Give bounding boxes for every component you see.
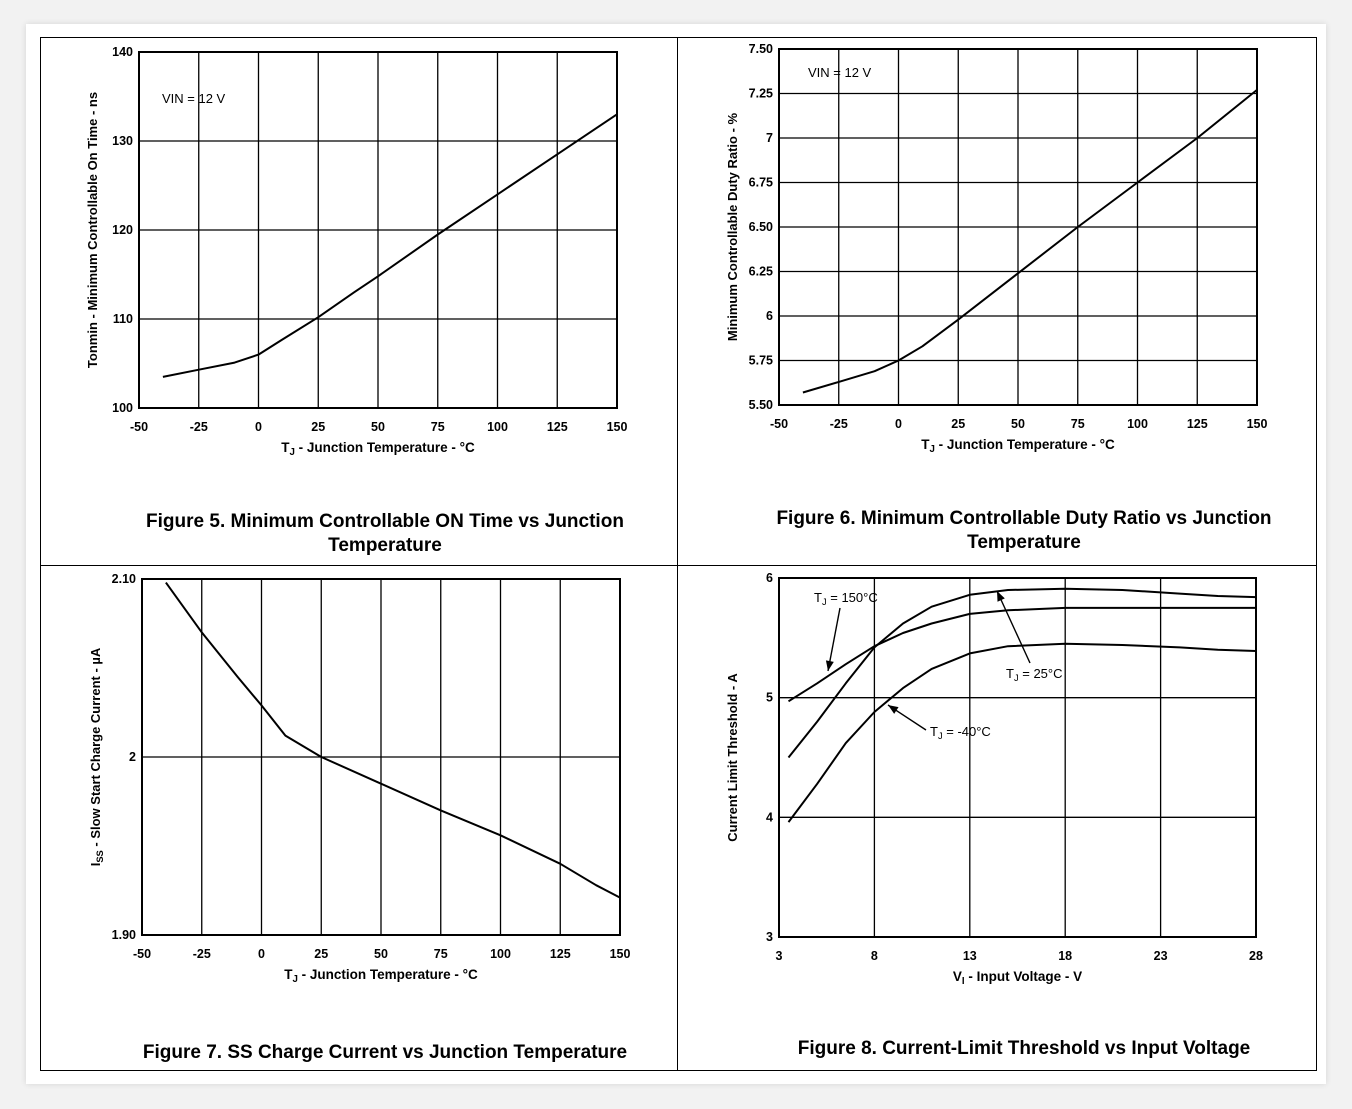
fig7-x-tick-label: 75 (434, 947, 448, 961)
fig6-y-tick-label: 6 (766, 309, 773, 323)
fig5-plot-frame (138, 51, 618, 409)
fig6-x-tick-label: 50 (1011, 417, 1025, 431)
fig7-y-axis-label: ISS - Slow Start Charge Current - µA (88, 647, 105, 866)
fig5-x-tick-label: 150 (607, 420, 628, 434)
fig5-y-tick-label: 130 (112, 134, 133, 148)
fig8-y-tick-label: 6 (766, 571, 773, 585)
fig8-arrowhead (997, 591, 1005, 602)
fig8-chart: 3 8 13 18 23 28 3 4 5 6 VI - Input Voltage - V Curr… (725, 571, 1263, 987)
fig7-series-line-0 (165, 582, 621, 899)
fig6-y-tick-label: 7.25 (749, 87, 773, 101)
figure-5-caption: Figure 5. Minimum Controllable ON Time v… (146, 511, 624, 556)
fig7-x-tick-label: -50 (133, 947, 151, 961)
fig7-x-tick-label: 125 (550, 947, 571, 961)
fig8-y-axis-label: Current Limit Threshold - A (725, 673, 740, 842)
fig5-x-axis-label: TJ - Junction Temperature - °C (281, 440, 475, 458)
fig5-y-tick-label: 120 (112, 223, 133, 237)
fig6-x-tick-label: 75 (1071, 417, 1085, 431)
fig8-annotation: TJ = 150°C (814, 590, 878, 607)
fig7-chart: -50 -25 0 25 50 75 100 125 150 1.90 2 2.10 TJ - Junc… (88, 572, 630, 985)
fig7-x-tick-label: 50 (374, 947, 388, 961)
figure-8-caption: Figure 8. Current-Limit Threshold vs Inp… (797, 1038, 1251, 1059)
fig8-plot-frame (778, 577, 1257, 938)
fig8-y-tick-label: 4 (766, 810, 773, 824)
fig6-x-tick-label: 125 (1187, 417, 1208, 431)
fig7-x-tick-label: 0 (258, 947, 265, 961)
fig8-x-axis-label: VI - Input Voltage - V (953, 969, 1082, 987)
fig5-y-axis-label: Tonmin - Minimum Controllable On Time - … (85, 92, 100, 368)
fig6-y-tick-label: 6.50 (749, 220, 773, 234)
fig5-annotation: VIN = 12 V (162, 91, 226, 106)
figure-divider-horizontal (40, 565, 1317, 566)
fig6-x-tick-label: 150 (1247, 417, 1268, 431)
fig5-x-tick-label: 25 (311, 420, 325, 434)
fig7-y-tick-label: 2.10 (112, 572, 136, 586)
figure-divider-vertical (677, 37, 678, 1071)
fig6-y-tick-label: 5.50 (749, 398, 773, 412)
fig8-annotation-arrow (996, 590, 1031, 664)
fig6-x-tick-label: -50 (770, 417, 788, 431)
fig8-annotation: TJ = -40°C (930, 724, 991, 741)
fig8-arrowhead (825, 660, 834, 671)
fig5-x-tick-label: 50 (371, 420, 385, 434)
fig6-chart: -50 -25 0 25 50 75 100 125 150 5.50 5.75 6 6.25 6.50 6… (725, 42, 1267, 455)
fig8-x-tick-label: 28 (1249, 949, 1263, 963)
fig7-x-tick-label: 150 (610, 947, 631, 961)
fig8-y-tick-label: 5 (766, 691, 773, 705)
fig5-y-tick-label: 100 (112, 401, 133, 415)
fig5-series-line-0 (162, 113, 618, 378)
fig5-x-tick-label: 100 (487, 420, 508, 434)
fig5-y-tick-label: 140 (112, 45, 133, 59)
fig6-y-tick-label: 5.75 (749, 354, 773, 368)
fig6-series-line-0 (802, 89, 1258, 394)
fig6-y-tick-label: 7.50 (749, 42, 773, 56)
fig8-x-tick-label: 3 (776, 949, 783, 963)
fig6-y-tick-label: 6.75 (749, 176, 773, 190)
fig7-x-tick-label: -25 (193, 947, 211, 961)
fig5-chart: -50 -25 0 25 50 75 100 125 150 100 110 120 130 140 TJ … (85, 45, 627, 458)
fig5-x-tick-label: 0 (255, 420, 262, 434)
fig8-arrowhead (888, 705, 899, 714)
fig6-x-tick-label: -25 (830, 417, 848, 431)
fig5-x-tick-label: 75 (431, 420, 445, 434)
fig6-x-tick-label: 0 (895, 417, 902, 431)
fig6-x-tick-label: 100 (1127, 417, 1148, 431)
fig8-series-line-0 (787, 606, 1256, 703)
fig6-y-tick-label: 7 (766, 131, 773, 145)
fig7-x-tick-label: 100 (490, 947, 511, 961)
fig8-series-line-2 (787, 642, 1257, 823)
figure-7-caption: Figure 7. SS Charge Current vs Junction … (142, 1042, 628, 1063)
fig8-annotation: TJ = 25°C (1006, 666, 1063, 683)
fig7-y-tick-label: 1.90 (112, 928, 136, 942)
fig8-x-tick-label: 13 (963, 949, 977, 963)
fig8-y-tick-label: 3 (766, 930, 773, 944)
fig6-y-tick-label: 6.25 (749, 265, 773, 279)
fig8-x-tick-label: 18 (1058, 949, 1072, 963)
fig6-plot-frame (778, 48, 1258, 406)
fig8-x-tick-label: 23 (1154, 949, 1168, 963)
fig8-annotation-arrow (827, 607, 841, 672)
fig7-x-axis-label: TJ - Junction Temperature - °C (284, 967, 478, 985)
fig5-x-tick-label: -25 (190, 420, 208, 434)
fig6-y-axis-label: Minimum Controllable Duty Ratio - % (725, 112, 740, 341)
fig7-plot-frame (141, 578, 621, 936)
fig7-y-tick-label: 2 (129, 750, 136, 764)
fig7-x-tick-label: 25 (314, 947, 328, 961)
fig8-series-line-1 (787, 587, 1257, 759)
fig6-x-axis-label: TJ - Junction Temperature - °C (921, 437, 1115, 455)
fig5-x-tick-label: -50 (130, 420, 148, 434)
figure-6-caption: Figure 6. Minimum Controllable Duty Rati… (776, 508, 1272, 553)
fig6-x-tick-label: 25 (951, 417, 965, 431)
fig5-y-tick-label: 110 (113, 312, 133, 326)
figure-grid-frame (40, 37, 1317, 1071)
fig6-annotation: VIN = 12 V (808, 65, 872, 80)
fig8-x-tick-label: 8 (871, 949, 878, 963)
fig5-x-tick-label: 125 (547, 420, 568, 434)
